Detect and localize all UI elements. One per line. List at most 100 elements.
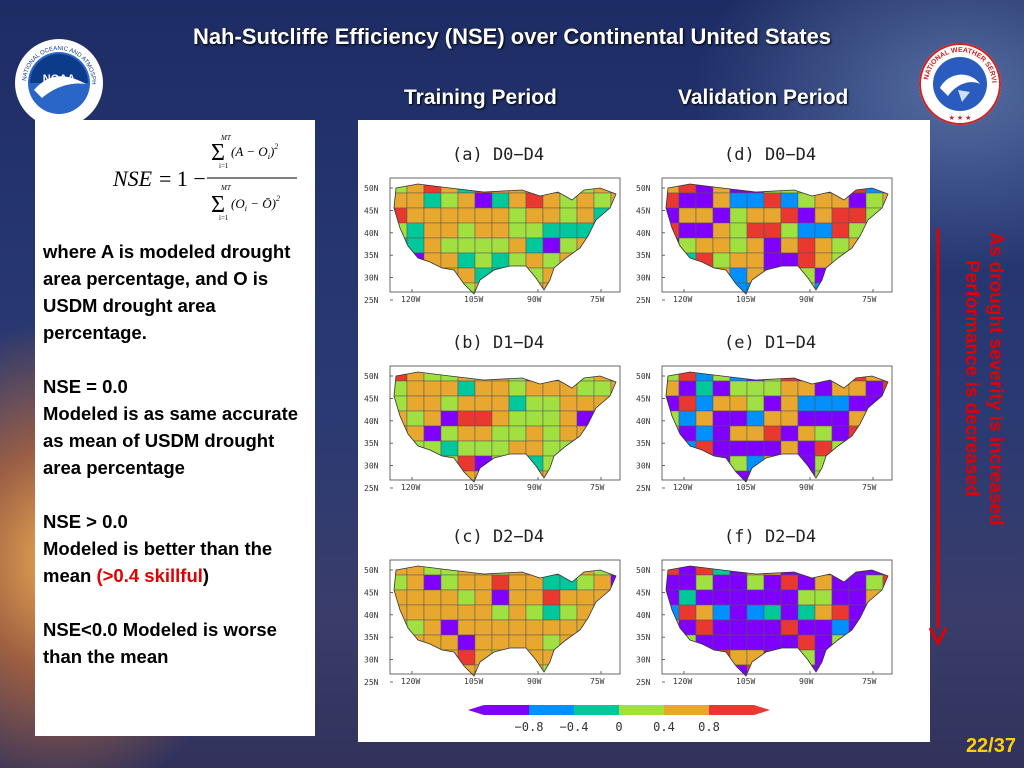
noaa-logo: NOAA NATIONAL OCEANIC AND ATMOSPHERIC AD… [14, 38, 103, 127]
y-tick-label: 45N [636, 206, 651, 215]
eq-numerator: (A − Oi)2 [231, 142, 278, 161]
training-period-label: Training Period [404, 86, 557, 109]
validation-period-label: Validation Period [678, 86, 849, 109]
y-tick-label: 30N [364, 462, 379, 471]
y-tick-label: 45N [364, 394, 379, 403]
colorbar-tick-label: −0.8 [515, 720, 544, 734]
colorbar-tick-label: 0.8 [698, 720, 720, 734]
eq-den-sum-bottom: i=1 [219, 214, 229, 222]
y-tick-label: 45N [636, 394, 651, 403]
colorbar-segment [484, 705, 529, 715]
colorbar-segment [529, 705, 574, 715]
x-tick-label: 90W [799, 677, 814, 686]
x-tick-label: 105W [464, 677, 483, 686]
slide-title: Nah-Sutcliffe Efficiency (NSE) over Cont… [192, 24, 832, 49]
nse-negative-desc: NSE<0.0 Modeled is worse than the mean [43, 619, 277, 667]
nse-map-5: (c) D2−D4 50N 45N 40N 35N 30N 25N 120W 105W 90W 75… [364, 527, 621, 687]
map-frame [661, 177, 893, 293]
annotation-line-2: Performance is decreased [961, 260, 982, 497]
colorbar-segment [709, 705, 754, 715]
x-tick-label: 120W [673, 295, 692, 304]
arrow-head-icon [929, 627, 947, 646]
x-tick-label: 105W [464, 483, 483, 492]
nse-zero-desc: Modeled is as same accurate as mean of U… [43, 403, 299, 478]
x-tick-label: 120W [673, 677, 692, 686]
map-title: (e) D1−D4 [724, 333, 816, 353]
x-tick-label: 75W [862, 677, 877, 686]
y-tick-label: 30N [636, 462, 651, 471]
y-tick-label: 30N [636, 656, 651, 665]
colorbar: −0.8 −0.4 0 0.4 0.8 [468, 705, 770, 734]
eq-den-sigma: Σ [211, 192, 225, 218]
nse-maps-panel: (a) D0−D4 50N 45N 40N 35N 30N 25N 120W 105W 90W 75… [358, 120, 930, 742]
annotation-line-1: As drought severity is increased [985, 232, 1006, 526]
map-title: (f) D2−D4 [724, 527, 816, 547]
x-tick-label: 120W [673, 483, 692, 492]
y-tick-label: 25N [364, 484, 379, 493]
eq-num-sum-top: MT [220, 134, 232, 142]
nse-map-2: (d) D0−D4 50N 45N 40N 35N 30N 25N 120W 105W 90W 75… [636, 145, 893, 305]
y-tick-label: 45N [636, 588, 651, 597]
map-title: (a) D0−D4 [452, 145, 544, 165]
x-tick-label: 90W [799, 295, 814, 304]
x-tick-label: 75W [590, 295, 605, 304]
colorbar-high-arrow [754, 705, 770, 715]
y-tick-label: 45N [364, 588, 379, 597]
nse-map-6: (f) D2−D4 50N 45N 40N 35N 30N 25N 120W 105W 90W 75… [636, 527, 893, 687]
nws-logo: NATIONAL WEATHER SERVICE ★ ★ ★ [918, 42, 1001, 125]
x-tick-label: 120W [401, 295, 420, 304]
page-number: 22/37 [965, 735, 1016, 757]
x-tick-label: 120W [401, 677, 420, 686]
map-frame [389, 365, 621, 481]
x-tick-label: 105W [736, 483, 755, 492]
y-tick-label: 40N [636, 417, 651, 426]
eq-lhs: NSE [112, 166, 153, 191]
eq-num-sigma: Σ [211, 140, 225, 166]
nse-equation: NSE = 1 − MT Σ i=1 (A − Oi)2 MT Σ i=1 (O… [35, 120, 315, 230]
svg-text:★ ★ ★: ★ ★ ★ [949, 114, 972, 122]
explanation-box: where A is modeled drought area percenta… [35, 230, 315, 736]
y-tick-label: 40N [636, 611, 651, 620]
eq-num-sum-bottom: i=1 [219, 162, 229, 170]
nse-map-3: (b) D1−D4 50N 45N 40N 35N 30N 25N 120W 105W 90W 75… [364, 333, 621, 493]
nse-positive-label: NSE > 0.0 [43, 511, 128, 532]
y-tick-label: 35N [364, 633, 379, 642]
y-tick-label: 50N [364, 372, 379, 381]
y-tick-label: 40N [636, 229, 651, 238]
y-tick-label: 30N [364, 656, 379, 665]
x-tick-label: 90W [527, 677, 542, 686]
noaa-logo-text: NOAA [43, 73, 75, 85]
y-tick-label: 30N [636, 274, 651, 283]
y-tick-label: 40N [364, 611, 379, 620]
x-tick-label: 105W [736, 295, 755, 304]
eq-denominator: (Oi − Ō)2 [231, 194, 280, 213]
x-tick-label: 105W [736, 677, 755, 686]
y-tick-label: 35N [364, 251, 379, 260]
eq-equals: = 1 − [159, 166, 206, 191]
nse-map-4: (e) D1−D4 50N 45N 40N 35N 30N 25N 120W 105W 90W 75… [636, 333, 893, 493]
map-title: (b) D1−D4 [452, 333, 544, 353]
map-frame [389, 559, 621, 675]
x-tick-label: 90W [527, 295, 542, 304]
x-tick-label: 90W [527, 483, 542, 492]
x-tick-label: 75W [862, 295, 877, 304]
colorbar-tick-label: 0.4 [653, 720, 675, 734]
y-tick-label: 25N [636, 296, 651, 305]
y-tick-label: 50N [636, 372, 651, 381]
map-title: (c) D2−D4 [452, 527, 544, 547]
y-tick-label: 35N [636, 633, 651, 642]
map-frame [661, 559, 893, 675]
map-frame [661, 365, 893, 481]
nse-zero-label: NSE = 0.0 [43, 376, 128, 397]
y-tick-label: 25N [364, 296, 379, 305]
y-tick-label: 25N [636, 484, 651, 493]
x-tick-label: 120W [401, 483, 420, 492]
map-title: (d) D0−D4 [724, 145, 816, 165]
y-tick-label: 50N [636, 566, 651, 575]
severity-annotation: As drought severity is increased Perform… [932, 228, 1008, 630]
skillful-threshold: (>0.4 skillful [96, 565, 203, 586]
y-tick-label: 50N [364, 184, 379, 193]
x-tick-label: 105W [464, 295, 483, 304]
y-tick-label: 25N [364, 678, 379, 687]
y-tick-label: 40N [364, 229, 379, 238]
